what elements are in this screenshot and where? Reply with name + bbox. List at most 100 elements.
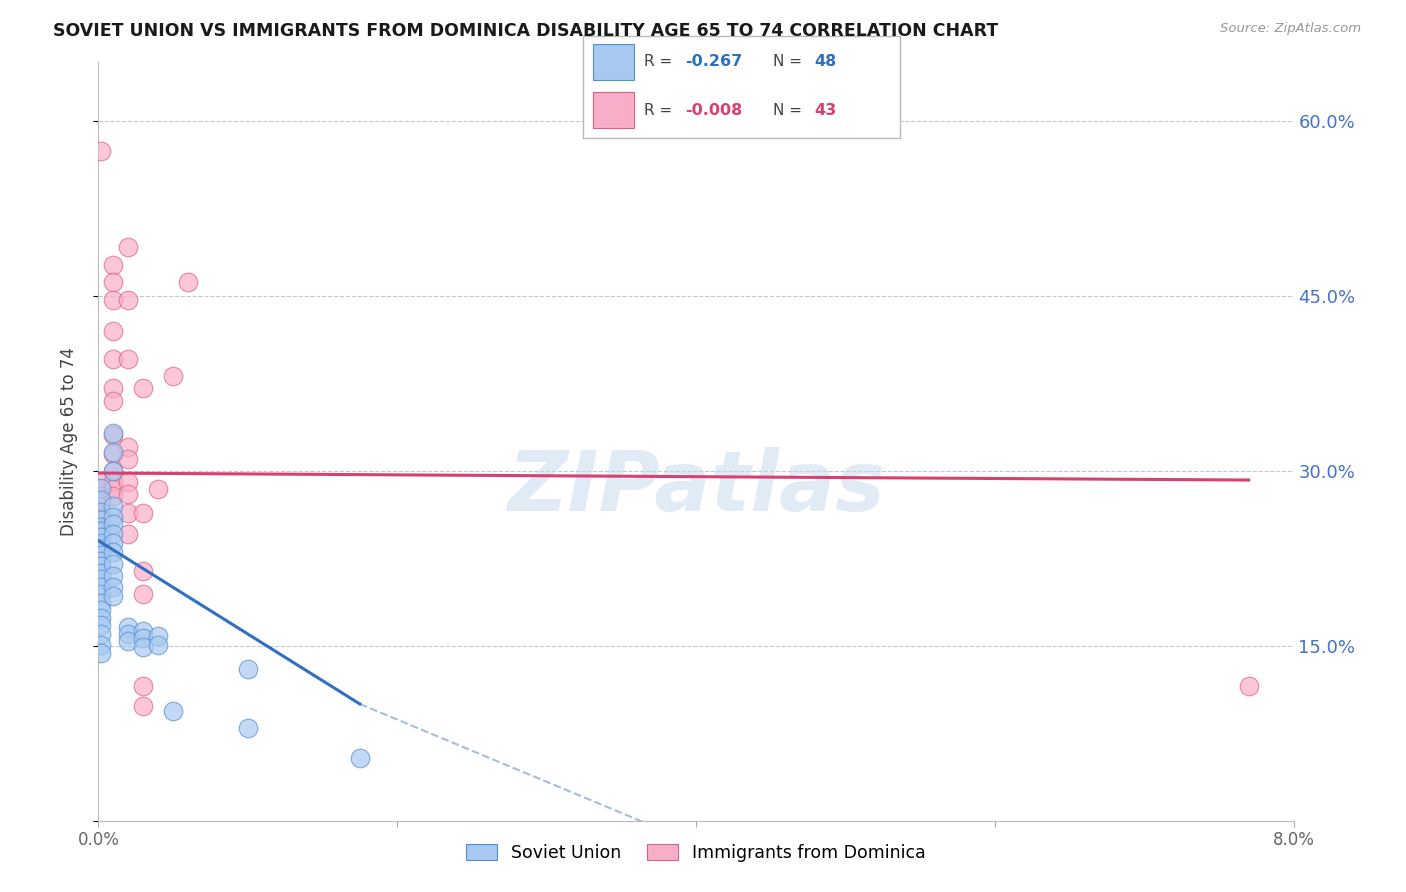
Point: [132, 506, 155, 520]
Point: [132, 564, 155, 578]
Point: [90, 483, 112, 497]
Point: [90, 627, 112, 641]
Point: [90, 580, 112, 594]
Point: [103, 275, 125, 289]
Point: [90, 475, 112, 490]
Point: [90, 537, 112, 551]
Point: [103, 526, 125, 541]
Point: [117, 240, 139, 254]
Point: [103, 489, 125, 503]
Point: [90, 536, 112, 550]
Point: [103, 510, 125, 524]
Point: [90, 617, 112, 632]
Point: [90, 504, 112, 518]
Point: [132, 624, 155, 638]
Point: [103, 536, 125, 550]
Point: [103, 517, 125, 532]
Bar: [593, 44, 634, 79]
Point: [117, 634, 139, 648]
Text: N =: N =: [773, 54, 807, 70]
Point: [236, 722, 259, 736]
Point: [132, 640, 155, 654]
Point: [90, 587, 112, 601]
Point: [90, 144, 112, 158]
Text: 48: 48: [814, 54, 837, 70]
Point: [103, 499, 125, 513]
Point: [117, 441, 139, 455]
Point: [117, 487, 139, 501]
Point: [103, 427, 125, 442]
Point: [90, 530, 112, 544]
Text: R =: R =: [644, 103, 676, 118]
Point: [117, 475, 139, 490]
Point: [103, 324, 125, 338]
Point: [90, 610, 112, 624]
Point: [103, 426, 125, 441]
Point: [90, 553, 112, 567]
Point: [90, 548, 112, 562]
Point: [90, 513, 112, 527]
Point: [132, 587, 155, 601]
Point: [162, 704, 184, 718]
Point: [236, 662, 259, 676]
Point: [117, 627, 139, 641]
Point: [177, 275, 200, 289]
Point: [103, 568, 125, 582]
Text: -0.008: -0.008: [685, 103, 742, 118]
Y-axis label: Disability Age 65 to 74: Disability Age 65 to 74: [59, 347, 77, 536]
Text: -0.267: -0.267: [685, 54, 742, 70]
Point: [103, 545, 125, 559]
Point: [132, 631, 155, 645]
Point: [117, 452, 139, 467]
Point: [90, 602, 112, 616]
Point: [132, 680, 155, 694]
Text: SOVIET UNION VS IMMIGRANTS FROM DOMINICA DISABILITY AGE 65 TO 74 CORRELATION CHA: SOVIET UNION VS IMMIGRANTS FROM DOMINICA…: [53, 22, 998, 40]
Point: [132, 699, 155, 714]
Point: [90, 511, 112, 525]
Text: R =: R =: [644, 54, 676, 70]
Point: [90, 492, 112, 507]
Point: [90, 496, 112, 510]
Point: [90, 559, 112, 574]
Point: [349, 750, 371, 764]
Point: [117, 506, 139, 520]
Point: [103, 580, 125, 594]
Point: [148, 483, 170, 497]
Point: [90, 532, 112, 546]
Text: N =: N =: [773, 103, 807, 118]
Point: [90, 541, 112, 556]
Point: [90, 518, 112, 533]
Bar: [593, 92, 634, 128]
Point: [90, 572, 112, 586]
Point: [90, 566, 112, 581]
Point: [103, 589, 125, 603]
Legend: Soviet Union, Immigrants from Dominica: Soviet Union, Immigrants from Dominica: [458, 837, 934, 869]
Point: [90, 646, 112, 660]
Point: [90, 506, 112, 520]
Point: [90, 524, 112, 539]
Point: [1237, 680, 1260, 694]
Point: [103, 557, 125, 571]
Point: [117, 293, 139, 308]
Point: [103, 464, 125, 478]
Point: [90, 489, 112, 503]
Point: [103, 447, 125, 461]
Text: 43: 43: [814, 103, 837, 118]
Point: [132, 381, 155, 395]
Point: [117, 620, 139, 634]
Point: [117, 526, 139, 541]
Point: [90, 595, 112, 609]
Point: [148, 629, 170, 643]
Point: [90, 524, 112, 539]
Point: [103, 293, 125, 308]
Point: [103, 259, 125, 273]
Point: [103, 393, 125, 408]
Point: [103, 483, 125, 497]
Text: Source: ZipAtlas.com: Source: ZipAtlas.com: [1220, 22, 1361, 36]
Point: [103, 351, 125, 366]
Point: [90, 638, 112, 652]
Point: [103, 475, 125, 490]
Point: [90, 481, 112, 495]
Point: [103, 381, 125, 395]
Point: [162, 369, 184, 384]
